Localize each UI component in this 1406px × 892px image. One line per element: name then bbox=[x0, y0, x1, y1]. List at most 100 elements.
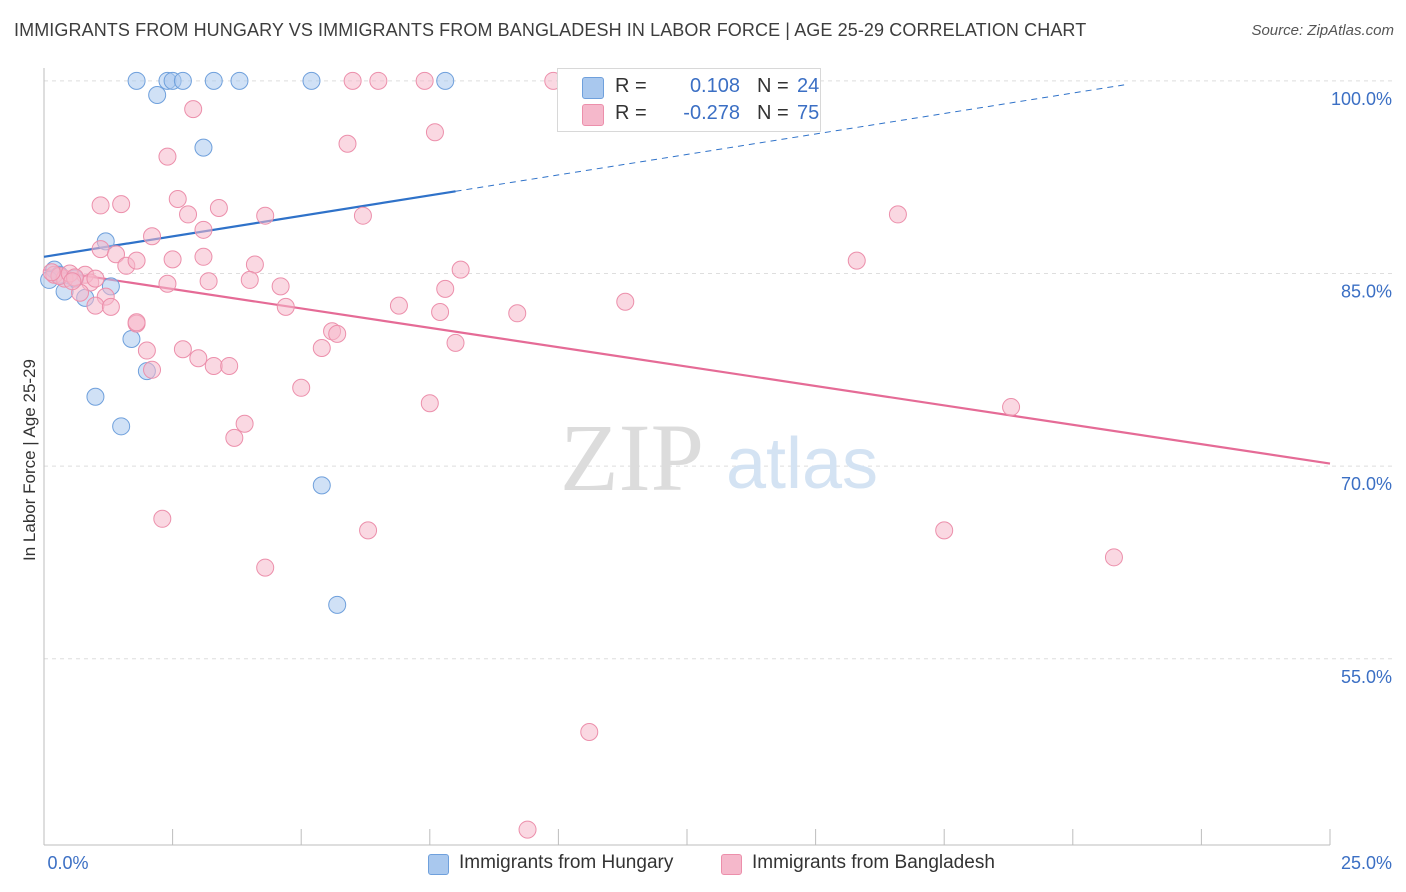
hungary-point bbox=[204, 71, 223, 90]
legend-n-label: N = bbox=[757, 102, 789, 124]
bangladesh-point bbox=[256, 558, 275, 577]
hungary-point bbox=[312, 476, 331, 495]
y-tick-label: 70.0% bbox=[1341, 474, 1392, 494]
bangladesh-point bbox=[137, 341, 156, 360]
hungary-point bbox=[194, 138, 213, 157]
bangladesh-point bbox=[580, 722, 599, 741]
bangladesh-point bbox=[328, 324, 347, 343]
grid-lines bbox=[44, 80, 1392, 660]
bangladesh-point bbox=[888, 205, 907, 224]
bangladesh-point bbox=[415, 71, 434, 90]
bangladesh-point bbox=[86, 269, 105, 288]
hungary-point bbox=[122, 329, 141, 348]
tick-labels: 55.0% 70.0% 85.0% 100.0% 0.0% 25.0% bbox=[47, 89, 1392, 873]
y-tick-label: 100.0% bbox=[1331, 89, 1392, 109]
bangladesh-point bbox=[245, 255, 264, 274]
bottom-legend-swatch-hungary bbox=[428, 854, 449, 875]
bangladesh-point bbox=[225, 428, 244, 447]
bangladesh-point bbox=[91, 240, 110, 259]
bottom-legend-label-hungary: Immigrants from Hungary bbox=[459, 852, 674, 873]
watermark-atlas: atlas bbox=[726, 424, 878, 504]
bangladesh-point bbox=[143, 227, 162, 246]
bangladesh-point bbox=[127, 313, 146, 332]
bangladesh-point bbox=[184, 100, 203, 119]
bangladesh-point bbox=[63, 272, 82, 291]
legend-r-value-hungary: 0.108 bbox=[689, 75, 740, 97]
bangladesh-point bbox=[107, 245, 126, 264]
legend-swatch-bangladesh bbox=[582, 104, 604, 126]
bangladesh-point bbox=[276, 297, 295, 316]
bottom-legend-label-bangladesh: Immigrants from Bangladesh bbox=[752, 852, 995, 873]
bangladesh-point bbox=[168, 189, 187, 208]
bangladesh-point bbox=[240, 270, 259, 289]
bangladesh-point bbox=[204, 356, 223, 375]
bangladesh-point bbox=[338, 134, 357, 153]
legend-n-value-bangladesh: 75 bbox=[797, 102, 820, 124]
bangladesh-point bbox=[143, 360, 162, 379]
y-tick-label: 85.0% bbox=[1341, 281, 1392, 301]
bangladesh-point bbox=[91, 196, 110, 215]
hungary-point bbox=[230, 71, 249, 90]
y-tick-label: 55.0% bbox=[1341, 667, 1392, 687]
bangladesh-point bbox=[194, 220, 213, 239]
hungary-point bbox=[86, 387, 105, 406]
bangladesh-point bbox=[199, 272, 218, 291]
legend-r-label: R = bbox=[615, 75, 647, 97]
bangladesh-point bbox=[935, 521, 954, 540]
hungary-point bbox=[173, 71, 192, 90]
bangladesh-point bbox=[436, 279, 455, 298]
bangladesh-point bbox=[425, 123, 444, 142]
bangladesh-point bbox=[292, 378, 311, 397]
hungary-point bbox=[436, 71, 455, 90]
bangladesh-point bbox=[256, 206, 275, 225]
bangladesh-point bbox=[101, 297, 120, 316]
bangladesh-point bbox=[518, 820, 537, 839]
bangladesh-point bbox=[508, 304, 527, 323]
data-points bbox=[40, 71, 1123, 839]
bangladesh-point bbox=[42, 263, 61, 282]
bangladesh-point bbox=[271, 277, 290, 296]
bangladesh-point bbox=[86, 296, 105, 315]
axes bbox=[43, 68, 1331, 846]
legend-n-label: N = bbox=[757, 75, 789, 97]
bangladesh-point bbox=[451, 260, 470, 279]
source-label: Source: ZipAtlas.com bbox=[1251, 22, 1394, 39]
bangladesh-point bbox=[446, 333, 465, 352]
bangladesh-point bbox=[235, 414, 254, 433]
bangladesh-point bbox=[112, 195, 131, 214]
bangladesh-point bbox=[173, 340, 192, 359]
hungary-point bbox=[302, 71, 321, 90]
bangladesh-point bbox=[158, 147, 177, 166]
bangladesh-point bbox=[847, 251, 866, 270]
legend-n-value-hungary: 24 bbox=[797, 75, 820, 97]
bangladesh-point bbox=[163, 250, 182, 269]
bottom-legend-swatch-bangladesh bbox=[721, 854, 742, 875]
bangladesh-point bbox=[431, 303, 450, 322]
bangladesh-point bbox=[1002, 398, 1021, 417]
hungary-point bbox=[328, 595, 347, 614]
legend-r-value-bangladesh: -0.278 bbox=[683, 102, 740, 124]
hungary-trend-extension bbox=[455, 84, 1125, 192]
bangladesh-point bbox=[353, 206, 372, 225]
x-tick-label: 25.0% bbox=[1341, 853, 1392, 873]
bangladesh-point bbox=[343, 71, 362, 90]
bangladesh-point bbox=[209, 198, 228, 217]
correlation-legend: R = 0.108 N = 24 R = -0.278 N = 75 bbox=[557, 68, 821, 132]
x-tick-label: 0.0% bbox=[47, 853, 88, 873]
hungary-point bbox=[127, 71, 146, 90]
watermark-zip: ZIP bbox=[560, 404, 704, 511]
bangladesh-point bbox=[158, 274, 177, 293]
bangladesh-point bbox=[220, 356, 239, 375]
bangladesh-point bbox=[420, 394, 439, 413]
chart-title: IMMIGRANTS FROM HUNGARY VS IMMIGRANTS FR… bbox=[14, 20, 1087, 40]
bangladesh-point bbox=[616, 292, 635, 311]
legend-r-label: R = bbox=[615, 102, 647, 124]
bangladesh-point bbox=[359, 521, 378, 540]
bangladesh-point bbox=[179, 205, 198, 224]
hungary-point bbox=[148, 85, 167, 104]
bangladesh-point bbox=[389, 296, 408, 315]
bangladesh-point bbox=[1104, 548, 1123, 567]
hungary-point bbox=[112, 417, 131, 436]
bangladesh-point bbox=[127, 251, 146, 270]
